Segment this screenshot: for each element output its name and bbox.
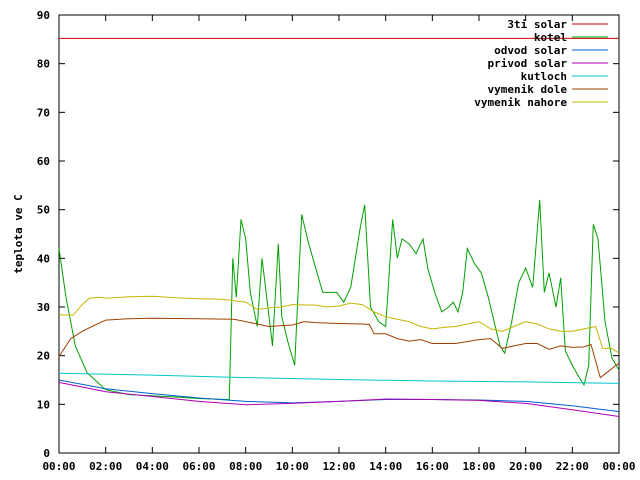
legend-label: kutloch (521, 70, 567, 83)
series-line-privod-solar (58, 381, 620, 417)
series-line-kotel (58, 199, 620, 400)
x-tick-label: 00:00 (42, 460, 75, 473)
series-group (58, 37, 620, 417)
axis-ticks: 0 10 20 30 40 50 60 70 80 90 00:00 02:00 04:00 06:00 0… (37, 9, 636, 473)
series-line-vymenik-dole (58, 317, 620, 379)
legend-label: vymenik dole (488, 83, 568, 96)
y-tick-label: 10 (37, 398, 50, 411)
y-tick-label: 20 (37, 350, 50, 363)
legend-label: privod solar (488, 57, 568, 70)
x-tick-label: 06:00 (182, 460, 215, 473)
x-tick-label: 20:00 (509, 460, 542, 473)
y-tick-label: 40 (37, 252, 50, 265)
legend-label: kotel (534, 31, 567, 44)
legend-label: 3ti solar (507, 18, 567, 31)
x-tick-label: 12:00 (322, 460, 355, 473)
x-tick-label: 16:00 (416, 460, 449, 473)
y-tick-label: 30 (37, 301, 50, 314)
y-tick-label: 90 (37, 9, 50, 22)
y-axis-label: teplota ve C (12, 194, 25, 273)
x-tick-label: 08:00 (229, 460, 262, 473)
y-tick-label: 80 (37, 58, 50, 71)
y-tick-label: 50 (37, 204, 50, 217)
y-tick-label: 70 (37, 106, 50, 119)
series-line-kutloch (58, 372, 620, 384)
y-tick-label: 0 (43, 447, 50, 460)
x-tick-label: 04:00 (136, 460, 169, 473)
x-tick-label: 18:00 (462, 460, 495, 473)
legend-label: vymenik nahore (474, 96, 567, 109)
y-tick-label: 60 (37, 155, 50, 168)
x-tick-label: 10:00 (276, 460, 309, 473)
x-tick-label: 22:00 (556, 460, 589, 473)
x-tick-label: 14:00 (369, 460, 402, 473)
x-tick-label: 02:00 (89, 460, 122, 473)
x-tick-label: 00:00 (602, 460, 635, 473)
series-line-vymenik-nahore (58, 295, 620, 354)
legend-label: odvod solar (494, 44, 567, 57)
